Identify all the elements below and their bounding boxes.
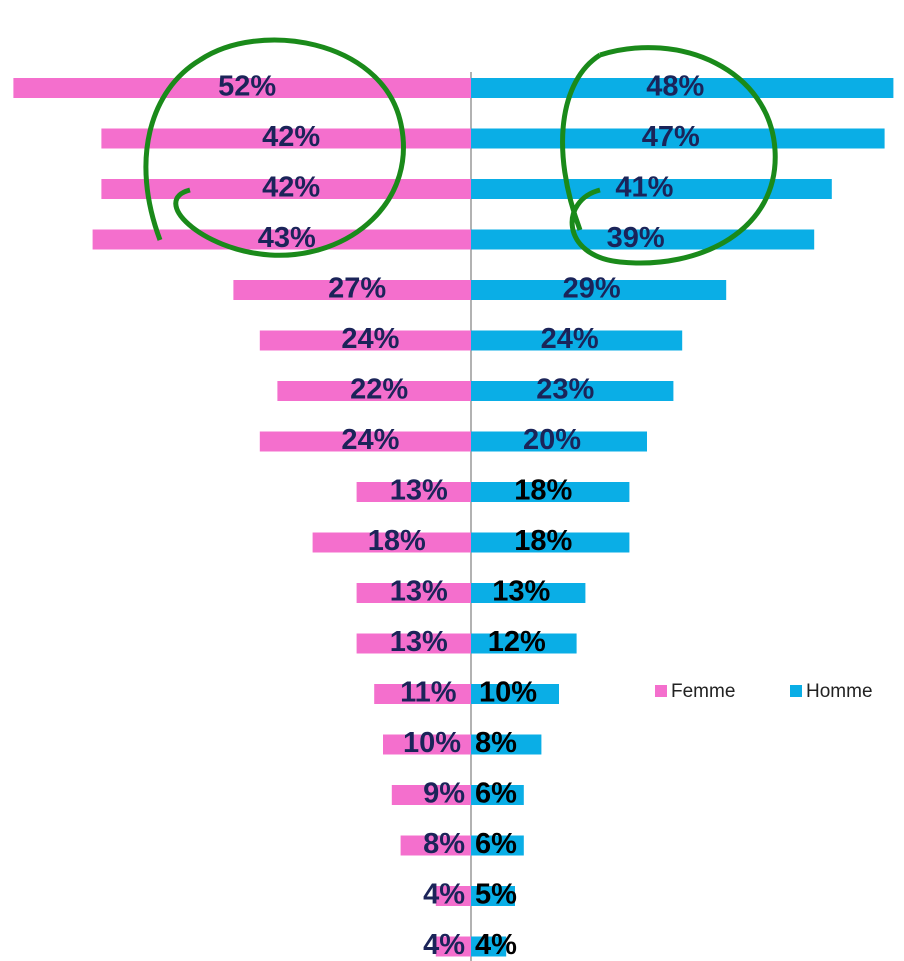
value-label: 8% (423, 828, 465, 860)
legend-swatch (655, 685, 667, 697)
value-label: 10% (403, 727, 461, 759)
value-label: 10% (479, 677, 537, 709)
value-label: 18% (368, 525, 426, 557)
bars: 52% 42% 42% 43% 27% 24% 22% 24% 13% 18% 13% 13% 11% 1… (13, 71, 894, 961)
value-label: 18% (514, 525, 572, 557)
bar-homme (471, 330, 683, 351)
value-label: 18% (514, 475, 572, 507)
bar-femme (435, 886, 471, 906)
value-label: 5% (475, 879, 517, 911)
bar-homme (471, 734, 542, 755)
value-label: 42% (262, 121, 320, 153)
value-label: 13% (492, 576, 550, 608)
highlight-circle (560, 45, 778, 266)
bar-femme (101, 128, 472, 149)
value-label: 8% (475, 727, 517, 759)
legend-label: Homme (806, 681, 873, 702)
bar-femme (391, 785, 471, 805)
bar-femme (383, 734, 471, 755)
bar-homme (471, 280, 727, 300)
bar-homme (471, 684, 559, 704)
bar-homme (471, 431, 647, 452)
value-label: 41% (615, 172, 673, 204)
value-label: 4% (475, 929, 517, 961)
bar-homme (471, 482, 630, 502)
value-label: 29% (563, 273, 621, 305)
bar-femme (374, 684, 471, 704)
bar-femme (312, 532, 471, 553)
bar-homme (471, 633, 577, 654)
legend: Femme Homme (655, 681, 873, 702)
value-label: 43% (258, 222, 316, 254)
bar-femme (101, 179, 472, 199)
value-label: 12% (488, 626, 546, 658)
value-label: 9% (423, 778, 465, 810)
bar-femme (277, 381, 471, 401)
bar-homme (471, 229, 815, 250)
bar-femme (356, 482, 471, 502)
value-label: 13% (390, 626, 448, 658)
bar-homme (471, 886, 515, 906)
value-label: 24% (341, 323, 399, 355)
value-label: 11% (400, 677, 457, 709)
legend-label: Femme (671, 681, 735, 702)
value-label: 27% (328, 273, 386, 305)
bar-homme (471, 381, 674, 401)
value-label: 13% (390, 576, 448, 608)
value-label: 23% (536, 374, 594, 406)
bar-femme (233, 280, 471, 300)
bar-homme (471, 128, 885, 149)
value-label: 20% (523, 424, 581, 456)
value-label: 6% (475, 828, 517, 860)
highlight-circle (143, 37, 406, 258)
bar-femme (13, 78, 472, 98)
value-label: 48% (646, 71, 704, 103)
bar-homme (471, 583, 586, 603)
bar-homme (471, 532, 630, 553)
bar-femme (92, 229, 471, 250)
bar-femme (400, 835, 471, 856)
value-label: 42% (262, 172, 320, 204)
bar-homme (471, 179, 832, 199)
value-label: 39% (607, 222, 665, 254)
bar-homme (471, 835, 524, 856)
bar-femme (259, 431, 471, 452)
value-label: 24% (341, 424, 399, 456)
bar-femme (435, 936, 471, 957)
legend-swatch (790, 685, 802, 697)
bar-homme (471, 785, 524, 805)
value-label: 47% (642, 121, 700, 153)
value-label: 13% (390, 475, 448, 507)
bar-femme (356, 583, 471, 603)
bar-femme (356, 633, 471, 654)
value-label: 22% (350, 374, 408, 406)
value-label: 24% (541, 323, 599, 355)
bar-femme (259, 330, 471, 351)
value-label: 6% (475, 778, 517, 810)
bar-homme (471, 936, 507, 957)
value-label: 52% (218, 71, 276, 103)
value-label: 4% (423, 929, 465, 961)
value-label: 4% (423, 879, 465, 911)
